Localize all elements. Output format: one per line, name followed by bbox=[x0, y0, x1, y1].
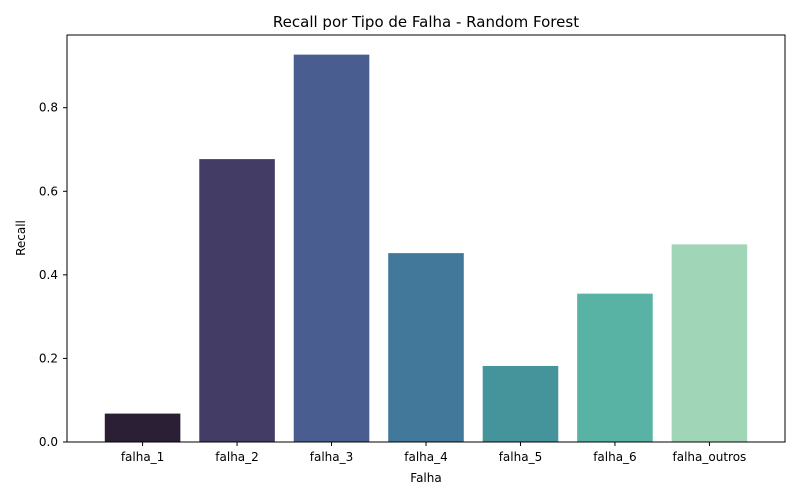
x-tick-label: falha_outros bbox=[673, 450, 747, 464]
y-axis-label: Recall bbox=[14, 220, 28, 256]
x-tick-label: falha_5 bbox=[499, 450, 543, 464]
x-tick-label: falha_6 bbox=[593, 450, 637, 464]
bar-falha-6 bbox=[577, 293, 653, 442]
y-tick-label: 0.0 bbox=[39, 435, 58, 449]
y-tick-label: 0.8 bbox=[39, 101, 58, 115]
x-tick-label: falha_2 bbox=[215, 450, 259, 464]
y-axis-ticks: 0.0 0.2 0.4 0.6 0.8 bbox=[39, 101, 67, 449]
bar-falha-outros bbox=[671, 244, 748, 442]
y-tick-label: 0.2 bbox=[39, 351, 58, 365]
x-tick-label: falha_4 bbox=[404, 450, 448, 464]
x-axis-label: Falha bbox=[410, 471, 441, 485]
plot-frame bbox=[66, 34, 786, 443]
y-tick-label: 0.6 bbox=[39, 184, 58, 198]
y-tick-label: 0.4 bbox=[39, 268, 58, 282]
x-tick-label: falha_3 bbox=[310, 450, 354, 464]
bar-falha-4 bbox=[388, 253, 464, 442]
bar-falha-1 bbox=[104, 413, 181, 442]
x-axis-ticks: falha_1 falha_2 falha_3 falha_4 falha_5 falha… bbox=[121, 442, 746, 464]
chart-title: Recall por Tipo de Falha - Random Forest bbox=[273, 13, 579, 31]
bar-group bbox=[104, 54, 748, 443]
bar-falha-3 bbox=[293, 54, 370, 443]
bar-falha-2 bbox=[199, 159, 275, 442]
x-tick-label: falha_1 bbox=[121, 450, 165, 464]
bar-falha-5 bbox=[482, 365, 559, 442]
